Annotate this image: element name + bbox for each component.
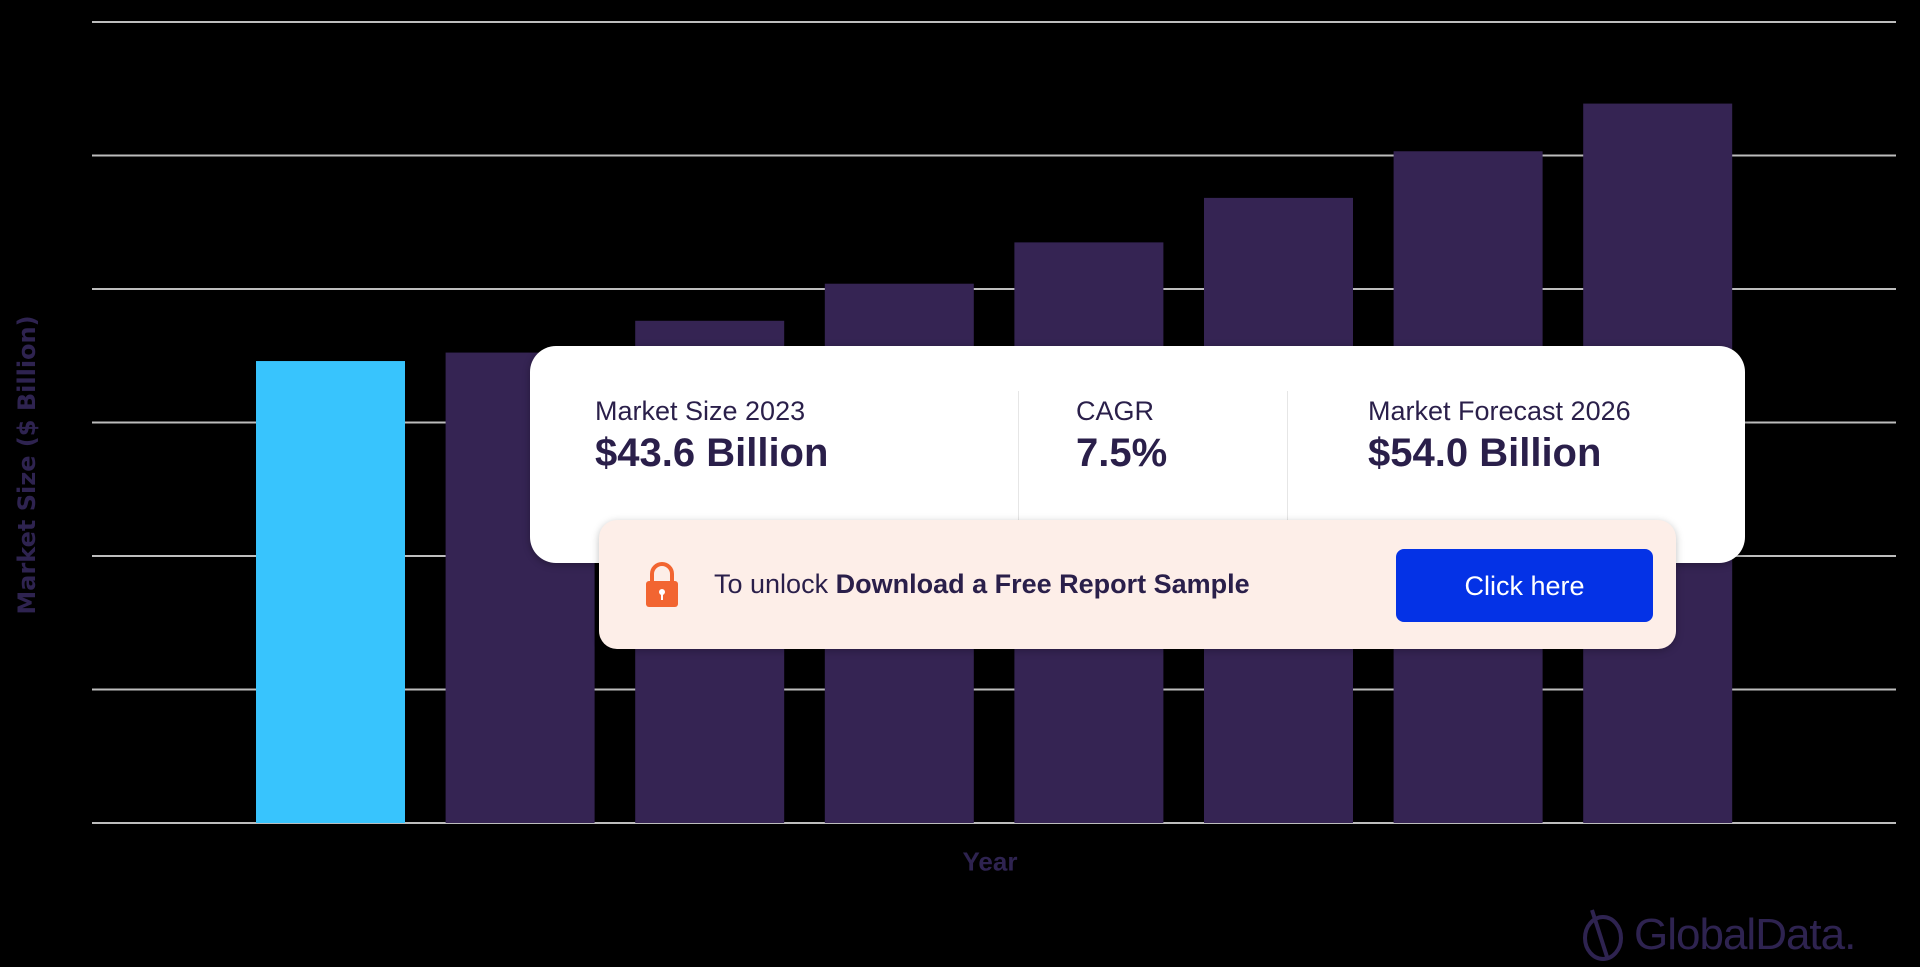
divider xyxy=(1018,391,1019,563)
unlock-prefix: To unlock xyxy=(714,569,829,599)
divider xyxy=(1287,391,1288,563)
x-axis-label: Year xyxy=(962,846,1018,877)
bar xyxy=(256,361,405,823)
forecast-stat: Market Forecast 2026 $54.0 Billion xyxy=(1368,396,1631,476)
logo-text: GlobalData. xyxy=(1634,910,1856,959)
globaldata-logo-icon xyxy=(1583,909,1623,961)
market-size-label: Market Size 2023 xyxy=(595,396,806,426)
forecast-value: $54.0 Billion xyxy=(1368,431,1602,475)
globaldata-logo: GlobalData. xyxy=(1578,908,1856,962)
cagr-stat: CAGR 7.5% xyxy=(1076,396,1167,476)
forecast-label: Market Forecast 2026 xyxy=(1368,396,1631,426)
unlock-text: To unlock Download a Free Report Sample xyxy=(714,520,1250,649)
y-axis-label: Market Size ($ Billion) xyxy=(13,315,41,615)
unlock-offer: Download a Free Report Sample xyxy=(835,569,1250,599)
lock-icon xyxy=(646,562,678,607)
cagr-label: CAGR xyxy=(1076,396,1155,426)
market-size-stat: Market Size 2023 $43.6 Billion xyxy=(595,396,828,476)
market-size-value: $43.6 Billion xyxy=(595,431,829,475)
unlock-banner: To unlock Download a Free Report Sample … xyxy=(599,520,1676,649)
cagr-value: 7.5% xyxy=(1076,431,1168,475)
click-here-button[interactable]: Click here xyxy=(1396,549,1653,622)
